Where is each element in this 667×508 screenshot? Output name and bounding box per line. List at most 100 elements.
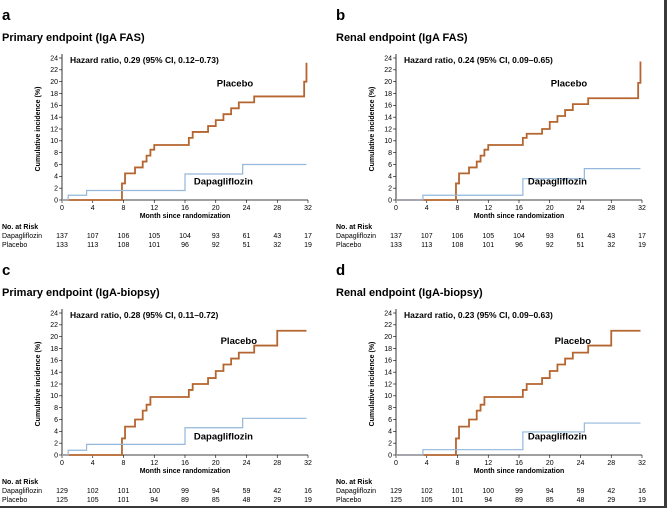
- risk-cell: 19: [638, 242, 646, 249]
- y-tick-label: 2: [388, 186, 392, 193]
- x-tick-label: 4: [425, 205, 429, 212]
- risk-cell: 107: [421, 233, 433, 240]
- risk-cell: 113: [87, 242, 98, 249]
- x-axis-label: Month since randomization: [474, 213, 565, 220]
- risk-cell: 101: [148, 242, 160, 249]
- y-tick-label: 4: [388, 174, 392, 181]
- series-label-dapagliflozin: Dapagliflozin: [194, 177, 253, 188]
- risk-cell: 29: [607, 497, 615, 504]
- risk-cell: 94: [484, 497, 492, 504]
- y-tick-label: 14: [384, 370, 392, 377]
- risk-cell: 133: [390, 242, 402, 249]
- risk-cell: 101: [452, 497, 464, 504]
- y-tick-label: 8: [54, 405, 58, 412]
- x-tick-label: 20: [212, 205, 220, 212]
- risk-cell: 108: [452, 242, 464, 249]
- risk-cell: 101: [452, 488, 464, 495]
- risk-cell: 51: [243, 242, 251, 249]
- risk-cell: 106: [452, 233, 464, 240]
- y-tick-label: 8: [54, 150, 58, 157]
- y-tick-label: 14: [50, 115, 58, 122]
- x-tick-label: 12: [484, 460, 492, 467]
- x-tick-label: 4: [91, 460, 95, 467]
- risk-cell: 125: [390, 497, 402, 504]
- y-tick-label: 18: [50, 346, 58, 353]
- risk-cell: 94: [212, 488, 220, 495]
- risk-row-label: Dapagliflozin: [2, 488, 42, 495]
- y-tick-label: 4: [388, 429, 392, 436]
- hazard-ratio-text: Hazard ratio, 0.24 (95% CI, 0.09–0.65): [404, 55, 553, 65]
- risk-cell: 29: [273, 497, 281, 504]
- x-tick-label: 0: [394, 205, 398, 212]
- panel-letter: b: [336, 7, 345, 24]
- y-tick-label: 4: [54, 429, 58, 436]
- risk-cell: 92: [212, 242, 220, 249]
- x-tick-label: 16: [515, 205, 523, 212]
- risk-cell: 100: [482, 488, 494, 495]
- risk-cell: 48: [243, 497, 251, 504]
- risk-cell: 113: [421, 242, 432, 249]
- panel-c: c Primary endpoint (IgA-biopsy) Hazard rat…: [2, 262, 312, 504]
- y-tick-label: 6: [54, 417, 58, 424]
- y-tick-label: 22: [384, 67, 392, 74]
- x-tick-label: 16: [515, 460, 523, 467]
- x-tick-label: 24: [577, 205, 585, 212]
- risk-cell: 99: [181, 488, 189, 495]
- risk-cell: 42: [607, 488, 615, 495]
- risk-cell: 19: [638, 497, 646, 504]
- panel-title: Renal endpoint (IgA-biopsy): [336, 287, 483, 299]
- risk-cell: 85: [546, 497, 554, 504]
- risk-cell: 104: [513, 233, 525, 240]
- risk-table-heading: No. at Risk: [336, 479, 372, 486]
- risk-table-heading: No. at Risk: [336, 224, 372, 231]
- x-tick-label: 32: [304, 205, 312, 212]
- risk-cell: 96: [181, 242, 189, 249]
- panel-letter: d: [336, 262, 345, 279]
- panel-letter: c: [2, 262, 10, 279]
- risk-cell: 89: [181, 497, 189, 504]
- y-tick-label: 24: [384, 310, 392, 317]
- y-tick-label: 18: [384, 346, 392, 353]
- x-tick-label: 0: [394, 460, 398, 467]
- y-axis-label: Cumulative incidence (%): [35, 87, 42, 172]
- x-tick-label: 12: [150, 205, 158, 212]
- risk-cell: 43: [273, 233, 281, 240]
- panel-b: b Renal endpoint (IgA FAS) Hazard ratio, 0…: [336, 7, 646, 249]
- risk-cell: 137: [56, 233, 68, 240]
- risk-cell: 129: [56, 488, 68, 495]
- risk-cell: 94: [150, 497, 158, 504]
- risk-cell: 105: [148, 233, 160, 240]
- risk-cell: 105: [87, 497, 99, 504]
- y-tick-label: 10: [384, 138, 392, 145]
- series-line-dapagliflozin: [396, 422, 641, 456]
- y-tick-label: 18: [50, 91, 58, 98]
- risk-table-heading: No. at Risk: [2, 224, 38, 231]
- panel-title: Primary endpoint (IgA-biopsy): [2, 287, 160, 299]
- risk-cell: 17: [304, 233, 312, 240]
- y-tick-label: 6: [388, 417, 392, 424]
- x-tick-label: 32: [638, 460, 646, 467]
- risk-cell: 107: [87, 233, 99, 240]
- y-tick-label: 0: [54, 452, 58, 459]
- x-tick-label: 32: [638, 205, 646, 212]
- panel-letter: a: [2, 7, 11, 24]
- risk-cell: 133: [56, 242, 68, 249]
- risk-cell: 61: [577, 233, 585, 240]
- risk-cell: 104: [179, 233, 191, 240]
- series-label-placebo: Placebo: [217, 78, 254, 89]
- series-label-dapagliflozin: Dapagliflozin: [528, 432, 587, 443]
- risk-cell: 99: [515, 488, 523, 495]
- series-line-placebo: [62, 62, 308, 201]
- y-axis-label: Cumulative incidence (%): [369, 342, 376, 427]
- panel-title: Renal endpoint (IgA FAS): [336, 32, 468, 44]
- y-tick-label: 20: [50, 79, 58, 86]
- series-line-placebo: [62, 329, 307, 456]
- risk-row-label: Dapagliflozin: [336, 233, 376, 240]
- risk-cell: 101: [118, 497, 130, 504]
- x-tick-label: 4: [425, 460, 429, 467]
- x-axis-label: Month since randomization: [140, 213, 231, 220]
- x-tick-label: 28: [273, 205, 281, 212]
- risk-cell: 105: [482, 233, 494, 240]
